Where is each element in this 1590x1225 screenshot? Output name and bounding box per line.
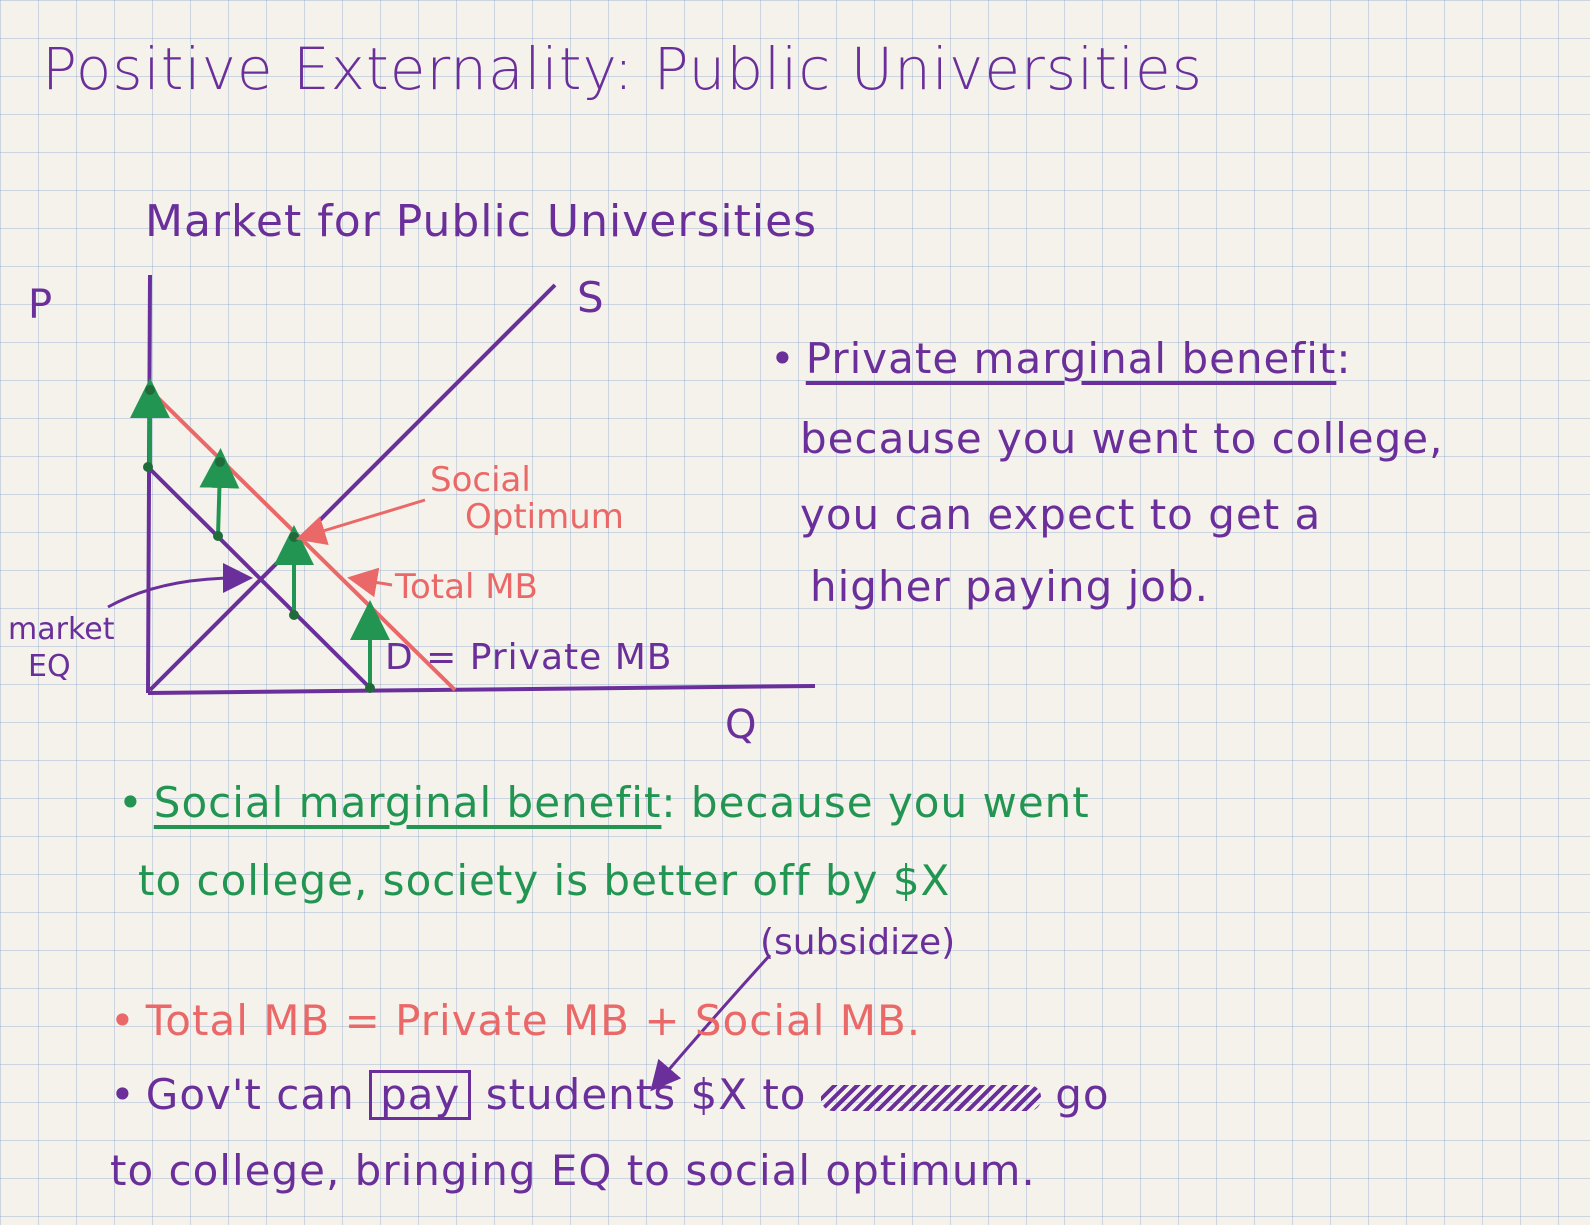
supply-curve <box>148 283 557 692</box>
subsidize-label: (subsidize) <box>760 922 956 963</box>
private-mb-line: because you went to college, <box>800 414 1444 463</box>
private-mb-line: higher paying job. <box>810 562 1209 611</box>
curve-point <box>143 462 153 472</box>
y-axis <box>146 274 152 694</box>
social-optimum-label-line2: Optimum <box>465 497 624 537</box>
govt-note-line2: to college, bringing EQ to social optimu… <box>110 1146 1036 1195</box>
curve-point <box>215 457 225 467</box>
total-mb-label: Total MB <box>395 567 538 607</box>
private-mb-line: you can expect to get a <box>800 490 1322 539</box>
social-mb-line2: to college, society is better off by $X <box>138 856 951 905</box>
curve-point <box>289 610 299 620</box>
market-eq-label-line1: market <box>8 612 115 647</box>
private-mb-heading: • Private marginal benefit: <box>770 334 1352 383</box>
page-title: Positive Externality: Public Universitie… <box>42 35 1203 103</box>
supply-label: S <box>577 273 604 322</box>
pay-box: pay <box>369 1070 472 1121</box>
x-axis <box>147 684 816 695</box>
market-eq-arrow <box>107 563 253 609</box>
total-mb-equation: • Total MB = Private MB + Social MB. <box>110 996 922 1045</box>
y-axis-label: P <box>28 282 53 328</box>
social-optimum-label-line1: Social <box>430 460 531 500</box>
govt-note-line1: • Gov't can pay students $X to go <box>110 1070 1110 1121</box>
curve-point <box>145 385 155 395</box>
graph-title: Market for Public Universities <box>145 196 818 247</box>
scribbled-out-word <box>820 1084 1041 1111</box>
total-mb-arrow <box>347 567 393 598</box>
curve-point <box>213 531 223 541</box>
subsidy-arrow <box>199 448 240 537</box>
social-mb-line1: • Social marginal benefit: because you we… <box>118 778 1090 827</box>
demand-label: D = Private MB <box>385 637 673 678</box>
market-eq-label-line2: EQ <box>28 649 71 684</box>
curve-point <box>289 532 299 542</box>
subsidize-arrow <box>650 953 772 1092</box>
x-axis-label: Q <box>725 702 757 748</box>
curve-point <box>365 683 375 693</box>
social-optimum-arrow <box>295 498 426 545</box>
demand-curve <box>146 465 372 690</box>
